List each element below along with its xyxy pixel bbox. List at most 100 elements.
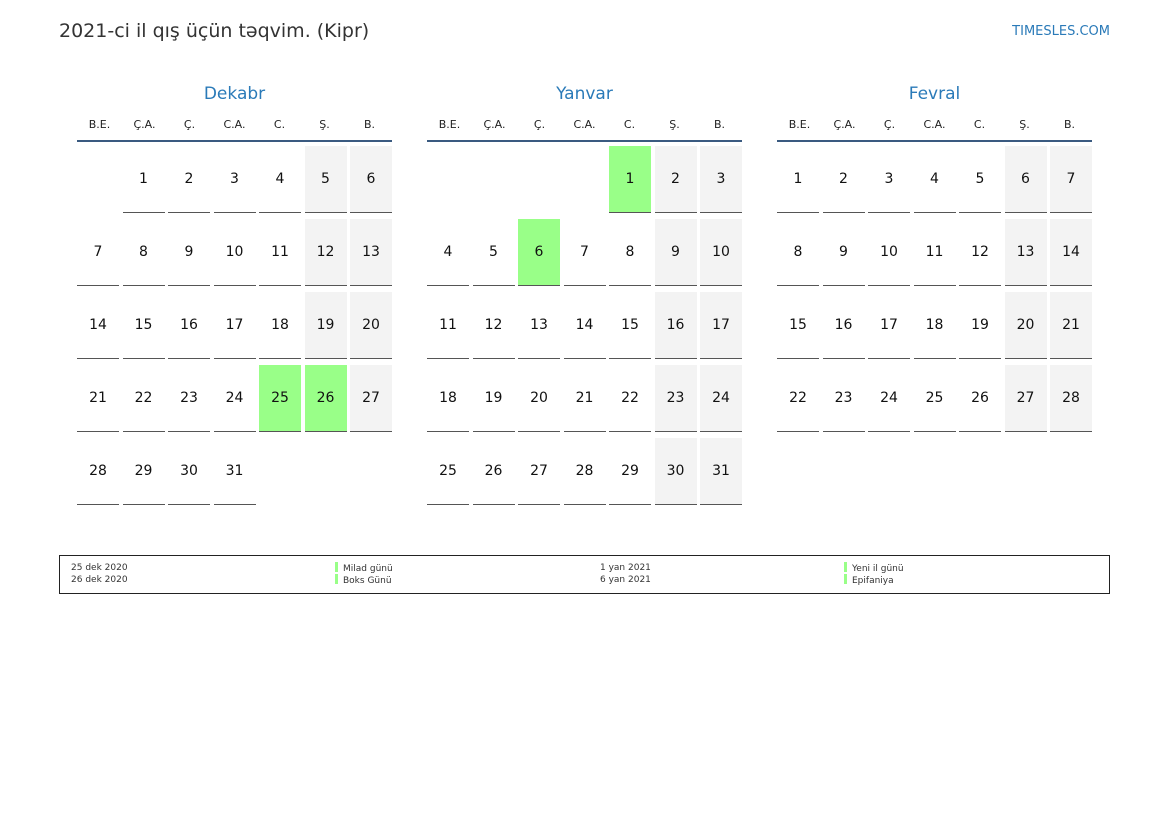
day-cell[interactable]: 23 — [822, 365, 865, 432]
day-cell[interactable]: 10 — [213, 219, 256, 286]
day-cell[interactable]: 13 — [1004, 219, 1047, 286]
day-cell[interactable]: 26 — [959, 365, 1001, 432]
day-cell[interactable]: 24 — [868, 365, 910, 432]
day-cell[interactable]: 31 — [700, 438, 742, 505]
day-cell[interactable]: 16 — [654, 292, 697, 359]
empty-cell — [259, 438, 301, 505]
day-cell[interactable]: 14 — [77, 292, 119, 359]
day-cell[interactable]: 3 — [213, 146, 256, 213]
day-cell[interactable]: 28 — [1050, 365, 1092, 432]
day-cell[interactable]: 19 — [304, 292, 347, 359]
day-cell[interactable]: 9 — [168, 219, 210, 286]
day-cell[interactable]: 20 — [1004, 292, 1047, 359]
day-cell[interactable]: 9 — [822, 219, 865, 286]
day-cell[interactable]: 30 — [654, 438, 697, 505]
day-cell[interactable]: 22 — [777, 365, 819, 432]
day-cell[interactable]: 28 — [563, 438, 606, 505]
day-cell[interactable]: 7 — [563, 219, 606, 286]
day-cell[interactable]: 18 — [913, 292, 956, 359]
day-cell[interactable]: 3 — [700, 146, 742, 213]
day-cell[interactable]: 22 — [122, 365, 165, 432]
day-cell[interactable]: 4 — [427, 219, 469, 286]
day-cell[interactable]: 8 — [777, 219, 819, 286]
day-cell[interactable]: 11 — [259, 219, 301, 286]
holiday-day-cell[interactable]: 6 — [518, 219, 560, 286]
day-cell[interactable]: 31 — [213, 438, 256, 505]
day-cell[interactable]: 21 — [77, 365, 119, 432]
day-cell[interactable]: 24 — [700, 365, 742, 432]
day-cell[interactable]: 13 — [518, 292, 560, 359]
day-cell[interactable]: 15 — [777, 292, 819, 359]
day-cell[interactable]: 8 — [122, 219, 165, 286]
day-cell[interactable]: 29 — [609, 438, 651, 505]
weekday-label: B. — [1063, 117, 1076, 131]
day-cell[interactable]: 1 — [777, 146, 819, 213]
day-cell[interactable]: 19 — [472, 365, 515, 432]
empty-cell — [77, 146, 119, 213]
day-cell[interactable]: 11 — [427, 292, 469, 359]
day-cell[interactable]: 3 — [868, 146, 910, 213]
day-grid: 1 2 3 4 5 6 7 8 9 10 11 12 13 14 15 16 17 18 19 20 21 22 23 24 2… — [777, 146, 1092, 438]
day-cell[interactable]: 7 — [1050, 146, 1092, 213]
day-cell[interactable]: 27 — [1004, 365, 1047, 432]
day-cell[interactable]: 10 — [700, 219, 742, 286]
day-cell[interactable]: 15 — [609, 292, 651, 359]
day-cell[interactable]: 13 — [350, 219, 392, 286]
day-cell[interactable]: 17 — [213, 292, 256, 359]
day-cell[interactable]: 2 — [822, 146, 865, 213]
day-cell[interactable]: 1 — [122, 146, 165, 213]
day-cell[interactable]: 18 — [427, 365, 469, 432]
week-row: 8 9 10 11 12 13 14 — [777, 219, 1092, 292]
day-cell[interactable]: 6 — [1004, 146, 1047, 213]
day-cell[interactable]: 27 — [518, 438, 560, 505]
day-cell[interactable]: 9 — [654, 219, 697, 286]
day-cell[interactable]: 12 — [959, 219, 1001, 286]
day-cell[interactable]: 5 — [304, 146, 347, 213]
day-cell[interactable]: 23 — [168, 365, 210, 432]
day-cell[interactable]: 4 — [913, 146, 956, 213]
day-cell[interactable]: 5 — [472, 219, 515, 286]
day-cell[interactable]: 30 — [168, 438, 210, 505]
day-cell[interactable]: 25 — [913, 365, 956, 432]
day-cell[interactable]: 26 — [472, 438, 515, 505]
day-cell[interactable]: 8 — [609, 219, 651, 286]
day-cell[interactable]: 12 — [304, 219, 347, 286]
day-cell[interactable]: 20 — [518, 365, 560, 432]
holiday-day-cell[interactable]: 26 — [304, 365, 347, 432]
day-cell[interactable]: 17 — [700, 292, 742, 359]
day-cell[interactable]: 2 — [168, 146, 210, 213]
day-cell[interactable]: 23 — [654, 365, 697, 432]
day-cell[interactable]: 7 — [77, 219, 119, 286]
day-cell[interactable]: 16 — [822, 292, 865, 359]
day-cell[interactable]: 18 — [259, 292, 301, 359]
holiday-day-cell[interactable]: 25 — [259, 365, 301, 432]
day-cell[interactable]: 15 — [122, 292, 165, 359]
day-cell[interactable]: 12 — [472, 292, 515, 359]
day-cell[interactable]: 10 — [868, 219, 910, 286]
day-cell[interactable]: 29 — [122, 438, 165, 505]
day-cell[interactable]: 17 — [868, 292, 910, 359]
day-cell[interactable]: 24 — [213, 365, 256, 432]
day-cell[interactable]: 25 — [427, 438, 469, 505]
holiday-marker — [335, 562, 338, 572]
day-cell[interactable]: 11 — [913, 219, 956, 286]
day-cell[interactable]: 21 — [563, 365, 606, 432]
day-cell[interactable]: 2 — [654, 146, 697, 213]
brand-link[interactable]: TIMESLES.COM — [1012, 24, 1110, 39]
day-cell[interactable]: 21 — [1050, 292, 1092, 359]
day-cell[interactable]: 20 — [350, 292, 392, 359]
day-cell[interactable]: 14 — [563, 292, 606, 359]
day-cell[interactable]: 16 — [168, 292, 210, 359]
day-cell[interactable]: 22 — [609, 365, 651, 432]
week-row: 4 5 6 7 8 9 10 — [427, 219, 742, 292]
day-cell[interactable]: 28 — [77, 438, 119, 505]
holiday-day-cell[interactable]: 1 — [609, 146, 651, 213]
day-cell[interactable]: 4 — [259, 146, 301, 213]
month-yanvar: Yanvar B.E. Ç.A. Ç. C.A. C. Ş. B. 1 2 3 4 5 6 7 8 9 10 11 1… — [427, 84, 742, 511]
day-cell[interactable]: 27 — [350, 365, 392, 432]
day-cell[interactable]: 19 — [959, 292, 1001, 359]
day-cell[interactable]: 14 — [1050, 219, 1092, 286]
legend-holiday-name: Milad günü — [343, 564, 393, 574]
day-cell[interactable]: 6 — [350, 146, 392, 213]
day-cell[interactable]: 5 — [959, 146, 1001, 213]
